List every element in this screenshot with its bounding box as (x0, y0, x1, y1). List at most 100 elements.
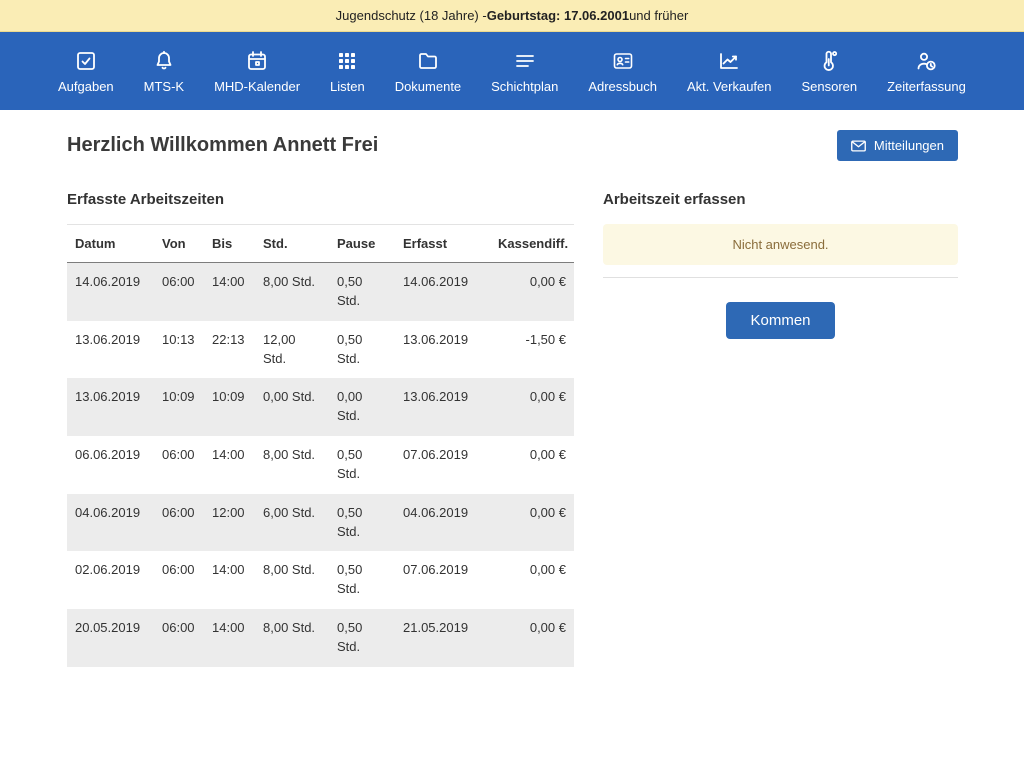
kommen-button[interactable]: Kommen (726, 302, 835, 339)
nav-item-dokumente[interactable]: Dokumente (395, 49, 461, 94)
check-square-icon (74, 49, 98, 73)
calendar-icon (245, 49, 269, 73)
table-cell: 8,00 Std. (263, 274, 316, 289)
table-cell: 14.06.2019 (75, 274, 141, 289)
table-cell: 13.06.2019 (403, 389, 469, 405)
banner-text-suffix: und früher (629, 8, 689, 23)
table-cell: 12,00 Std. (263, 331, 296, 366)
banner-birthdate: Geburtstag: 17.06.2001 (486, 8, 630, 23)
table-cell: 0,00 € (529, 274, 566, 289)
presence-status-alert: Nicht anwesend. (603, 224, 958, 265)
table-cell: 04.06.2019 (403, 504, 469, 520)
table-cell: 12:00 (212, 504, 245, 520)
nav-item-label: Listen (330, 78, 365, 94)
table-row: 02.06.2019 06:00 14:00 8,00 Std. 0,50 Std. 07… (67, 551, 574, 609)
table-header-cell: Erfasst (395, 224, 490, 263)
table-header-cell: Datum (67, 224, 154, 263)
address-card-icon (611, 49, 635, 73)
grid-icon (335, 49, 359, 73)
capture-section: Arbeitszeit erfassen Nicht anwesend. Kom… (603, 191, 958, 667)
table-cell: 10:09 (212, 389, 245, 405)
worktimes-table: Datum Von Bis Std. Pause Erfasst Kassendiff. 1… (67, 224, 574, 667)
table-cell: 07.06.2019 (403, 447, 469, 463)
line-chart-icon (717, 49, 741, 73)
table-cell: 13.06.2019 (403, 331, 469, 347)
table-cell: 8,00 Std. (263, 620, 316, 636)
table-cell: 04.06.2019 (75, 504, 141, 520)
menu-lines-icon (513, 49, 537, 73)
nav-item-schichtplan[interactable]: Schichtplan (491, 49, 558, 94)
table-cell: 0,50 Std. (337, 620, 363, 654)
table-cell: 0,00 € (529, 389, 566, 405)
table-cell: 13.06.2019 (75, 389, 141, 405)
table-cell: 14:00 (212, 274, 245, 289)
table-cell: 14:00 (212, 447, 245, 463)
youth-protection-banner: Jugendschutz (18 Jahre) - Geburtstag: 17… (0, 0, 1024, 32)
table-header-cell: Kassendiff. (490, 224, 574, 263)
table-cell: 06:00 (162, 274, 195, 289)
nav-item-adressbuch[interactable]: Adressbuch (588, 49, 657, 94)
user-clock-icon (914, 49, 938, 73)
presence-status-text: Nicht anwesend. (732, 237, 829, 252)
table-cell: 06:00 (162, 562, 195, 578)
nav-item-label: Adressbuch (588, 78, 657, 94)
table-cell: 6,00 Std. (263, 504, 316, 520)
nav-item-aufgaben[interactable]: Aufgaben (58, 49, 114, 94)
table-row: 13.06.2019 10:09 10:09 0,00 Std. 0,00 Std. 13… (67, 378, 574, 437)
table-cell: 06:00 (162, 447, 195, 463)
nav-item-mts-k[interactable]: MTS-K (144, 49, 184, 94)
page: Jugendschutz (18 Jahre) - Geburtstag: 17… (0, 0, 1024, 667)
table-cell: 0,00 Std. (263, 389, 316, 405)
table-cell: 13.06.2019 (75, 331, 141, 347)
page-title: Herzlich Willkommen Annett Frei (67, 134, 379, 156)
table-cell: 07.06.2019 (403, 562, 469, 578)
main-nav-items: Aufgaben MTS-K MHD-Kalender Listen (0, 49, 1024, 94)
nav-item-akt-verkaufen[interactable]: Akt. Verkaufen (687, 49, 772, 94)
main-nav: Aufgaben MTS-K MHD-Kalender Listen (0, 32, 1024, 110)
table-row: 06.06.2019 06:00 14:00 8,00 Std. 0,50 Std. 07… (67, 436, 574, 494)
table-cell: 8,00 Std. (263, 447, 316, 463)
main-content: Herzlich Willkommen Annett Frei Mitteilu… (0, 130, 1024, 667)
table-row: 20.05.2019 06:00 14:00 8,00 Std. 0,50 Std. 21… (67, 609, 574, 667)
table-cell: 0,50 Std. (337, 562, 363, 597)
divider (603, 277, 958, 278)
messages-button[interactable]: Mitteilungen (836, 130, 958, 161)
nav-item-sensoren[interactable]: Sensoren (801, 49, 857, 94)
worktimes-title: Erfasste Arbeitszeiten (67, 191, 225, 208)
table-header-cell: Von (154, 224, 204, 263)
nav-item-label: Schichtplan (491, 78, 559, 94)
table-cell: 10:09 (162, 389, 195, 405)
table-header-cell: Pause (329, 224, 395, 263)
table-cell: 8,00 Std. (263, 562, 316, 578)
table-cell: 0,00 € (529, 620, 566, 636)
table-cell: -1,50 € (525, 331, 566, 347)
table-cell: 06.06.2019 (75, 447, 141, 463)
nav-item-zeiterfassung[interactable]: Zeiterfassung (887, 49, 966, 94)
table-cell: 0,00 € (529, 447, 566, 463)
worktimes-section: Erfasste Arbeitszeiten Datum Von Bis Std. Pa… (67, 191, 574, 667)
table-row: 04.06.2019 06:00 12:00 6,00 Std. 0,50 Std. 04… (67, 493, 574, 552)
welcome-row: Herzlich Willkommen Annett Frei Mitteilu… (67, 130, 958, 161)
table-header-row: Datum Von Bis Std. Pause Erfasst Kassendiff. (67, 224, 574, 263)
nav-item-label: MHD-Kalender (214, 78, 301, 94)
worktimes-table-body: 14.06.2019 06:00 14:00 8,00 Std. 0,50 Std. 14… (67, 262, 574, 667)
table-cell: 0,00 Std. (337, 389, 363, 424)
table-cell: 14:00 (212, 562, 245, 578)
nav-item-label: Sensoren (801, 78, 858, 94)
nav-item-listen[interactable]: Listen (330, 49, 365, 94)
table-cell: 06:00 (162, 620, 195, 636)
table-cell: 14.06.2019 (403, 274, 469, 289)
table-cell: 0,50 Std. (337, 447, 363, 481)
table-cell: 0,50 Std. (337, 274, 363, 308)
nav-item-label: MTS-K (143, 78, 185, 94)
table-cell: 10:13 (162, 331, 195, 347)
capture-title: Arbeitszeit erfassen (603, 191, 746, 208)
nav-item-mhd-kalender[interactable]: MHD-Kalender (214, 49, 300, 94)
nav-item-label: Aufgaben (58, 78, 114, 94)
table-cell: 14:00 (212, 620, 245, 636)
content-columns: Erfasste Arbeitszeiten Datum Von Bis Std. Pa… (67, 191, 958, 667)
table-header-cell: Std. (255, 224, 329, 263)
table-row: 14.06.2019 06:00 14:00 8,00 Std. 0,50 Std. 14… (67, 262, 574, 321)
table-cell: 02.06.2019 (75, 562, 141, 578)
envelope-icon (850, 139, 866, 152)
